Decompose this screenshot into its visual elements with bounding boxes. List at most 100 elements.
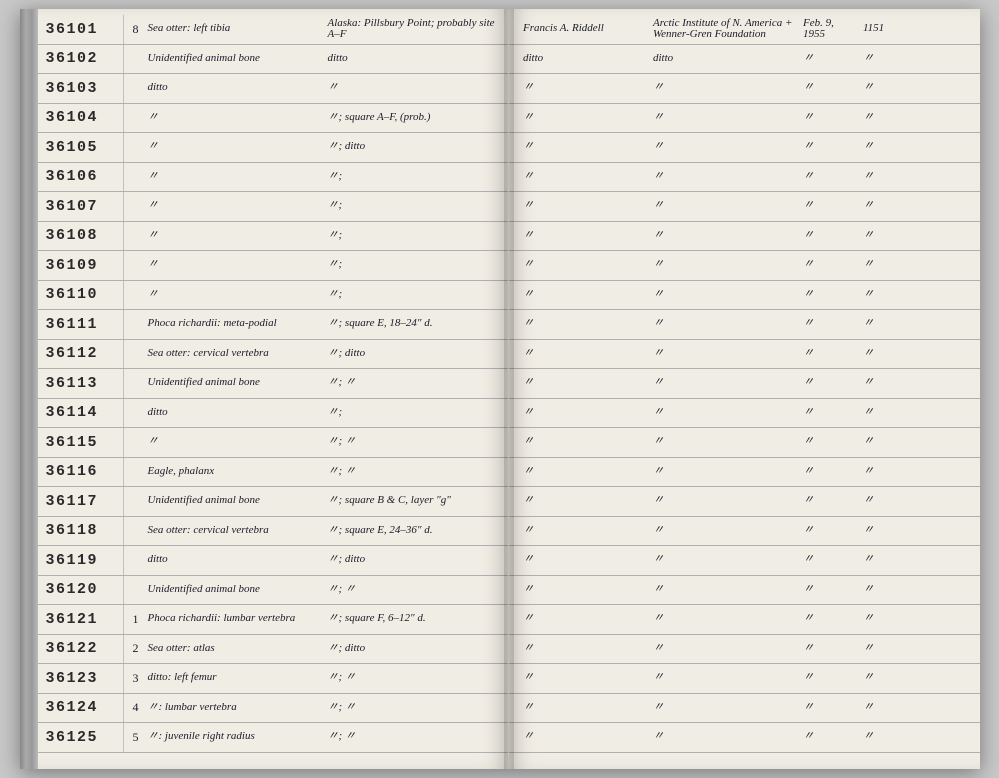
locality: 〃 [328,82,509,94]
catalog-id: 36115 [46,428,124,457]
collector: 〃 [519,613,649,625]
accession-number: 〃 [859,171,909,183]
specimen-description: Sea otter: cervical vertebra [148,348,328,360]
ledger-row-left: 36117Unidentified animal bone〃; square B… [38,487,509,517]
ledger-row-left: 36110 〃〃; [38,281,509,311]
date: 〃 [799,200,859,212]
institution: 〃 [649,171,799,183]
sub-number: 2 [124,641,148,656]
locality: 〃; 〃 [328,436,509,448]
ledger-row-left: 36115〃〃; 〃 [38,428,509,458]
locality: 〃; square A–F, (prob.) [328,112,509,124]
institution: 〃 [649,259,799,271]
accession-number: 〃 [859,525,909,537]
accession-number: 〃 [859,259,909,271]
collector: 〃 [519,554,649,566]
ledger-row-right: 〃〃〃〃 [509,723,980,753]
catalog-id: 36116 [46,458,124,487]
accession-number: 〃 [859,200,909,212]
collector: 〃 [519,672,649,684]
ledger-row-right: 〃〃〃〃 [509,340,980,370]
ledger-row-right: 〃〃〃〃 [509,251,980,281]
catalog-id: 36108 [46,222,124,251]
ledger-row-right: Francis A. RiddellArctic Institute of N.… [509,15,980,45]
collector: 〃 [519,318,649,330]
date: 〃 [799,318,859,330]
ledger-row-right: 〃〃〃〃 [509,664,980,694]
locality: 〃; ditto [328,348,509,360]
accession-number: 〃 [859,643,909,655]
date: 〃 [799,230,859,242]
specimen-description: 〃 [148,289,328,301]
specimen-description: 〃 [148,259,328,271]
ledger-row-left: 36105〃〃; ditto [38,133,509,163]
collector: 〃 [519,407,649,419]
ledger-book: 361018Sea otter: left tibiaAlaska: Pills… [20,9,980,769]
ledger-row-right: 〃〃〃〃 [509,104,980,134]
specimen-description: 〃 [148,230,328,242]
institution: 〃 [649,348,799,360]
catalog-id: 36103 [46,74,124,103]
accession-number: 〃 [859,230,909,242]
catalog-id: 36110 [46,281,124,310]
locality: 〃; 〃 [328,584,509,596]
date: 〃 [799,171,859,183]
date: 〃 [799,407,859,419]
accession-number: 〃 [859,407,909,419]
collector: 〃 [519,289,649,301]
ledger-row-right: 〃〃〃〃 [509,428,980,458]
ledger-row-right: 〃〃〃〃 [509,694,980,724]
accession-number: 〃 [859,731,909,743]
locality: 〃; square F, 6–12″ d. [328,613,509,625]
institution: 〃 [649,112,799,124]
collector: 〃 [519,200,649,212]
collector: 〃 [519,171,649,183]
ledger-row-right: 〃〃〃〃 [509,192,980,222]
specimen-description: Phoca richardii: meta-podial [148,318,328,330]
specimen-description: 〃 [148,200,328,212]
sub-number: 8 [124,22,148,37]
collector: 〃 [519,377,649,389]
date: 〃 [799,141,859,153]
catalog-id: 36104 [46,104,124,133]
date: Feb. 9, 1955 [799,18,859,41]
ledger-row-left: 36119ditto〃; ditto [38,546,509,576]
locality: 〃; [328,289,509,301]
date: 〃 [799,289,859,301]
ledger-row-left: 36116Eagle, phalanx〃; 〃 [38,458,509,488]
institution: 〃 [649,289,799,301]
accession-number: 〃 [859,613,909,625]
institution: 〃 [649,407,799,419]
catalog-id: 36111 [46,310,124,339]
ledger-row-right: 〃〃〃〃 [509,163,980,193]
collector: 〃 [519,230,649,242]
catalog-id: 36107 [46,192,124,221]
catalog-id: 36113 [46,369,124,398]
accession-number: 〃 [859,554,909,566]
institution: ditto [649,53,799,65]
institution: 〃 [649,554,799,566]
ledger-row-left: 36111Phoca richardii: meta-podial〃; squa… [38,310,509,340]
ledger-row-right: 〃〃〃〃 [509,546,980,576]
accession-number: 〃 [859,672,909,684]
catalog-id: 36114 [46,399,124,428]
date: 〃 [799,82,859,94]
specimen-description: 〃 [148,141,328,153]
locality: 〃; [328,200,509,212]
catalog-id: 36118 [46,517,124,546]
catalog-id: 36105 [46,133,124,162]
date: 〃 [799,259,859,271]
accession-number: 1151 [859,23,909,35]
institution: 〃 [649,584,799,596]
book-spine [20,9,38,769]
collector: ditto [519,53,649,65]
accession-number: 〃 [859,112,909,124]
ledger-row-left: 36104〃〃; square A–F, (prob.) [38,104,509,134]
locality: 〃; square B & C, layer "g" [328,495,509,507]
locality: 〃; [328,407,509,419]
ledger-row-left: 36112Sea otter: cervical vertebra〃; ditt… [38,340,509,370]
specimen-description: Unidentified animal bone [148,53,328,65]
date: 〃 [799,436,859,448]
catalog-id: 36119 [46,546,124,575]
ledger-row-right: 〃〃〃〃 [509,133,980,163]
